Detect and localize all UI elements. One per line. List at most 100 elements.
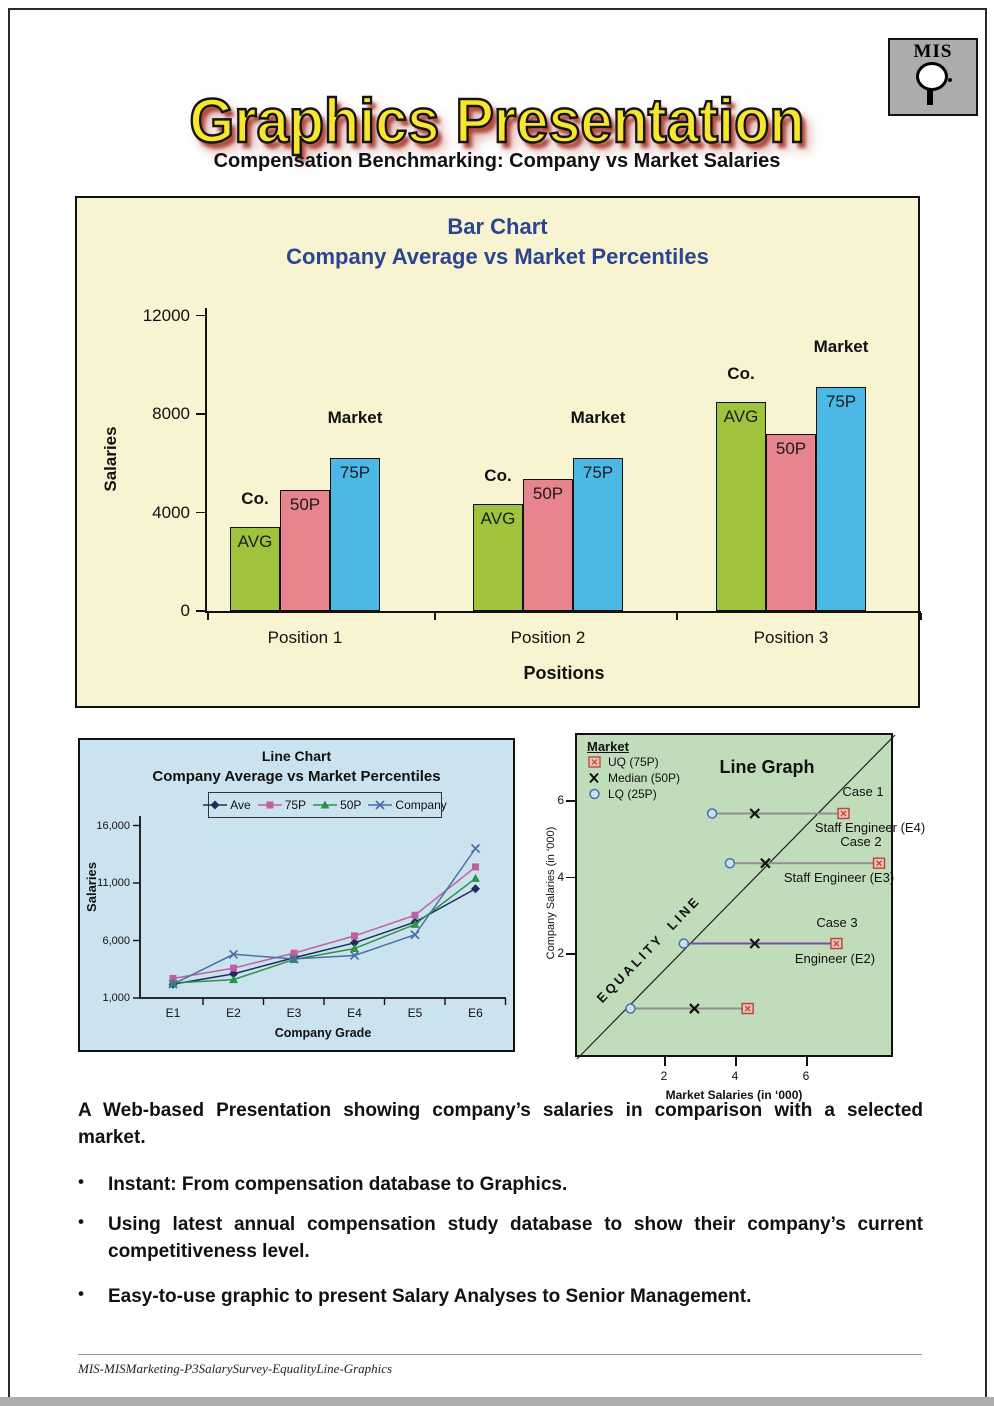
case-label: Case 3 <box>816 914 858 930</box>
bar-y-tick <box>196 511 205 514</box>
series-line-company <box>172 848 477 985</box>
legend-marker <box>257 801 282 809</box>
magnifier-handle <box>927 88 933 105</box>
case-label: Case 1 <box>842 784 884 800</box>
legend-label: Median (50P) <box>608 771 681 785</box>
diamond-marker <box>471 884 480 894</box>
x-marker <box>470 843 481 854</box>
equality-plot-area: Line Graph Market UQ (75P) Median (50P) LQ… <box>575 733 896 1060</box>
case-position-label: Engineer (E2) <box>794 950 876 966</box>
diamond-marker <box>229 969 238 979</box>
equality-line-graph: Line Graph Market UQ (75P) Median (50P) LQ… <box>540 728 994 1113</box>
footer-divider <box>78 1354 922 1355</box>
scatter-x-tick-label: 6 <box>802 1069 810 1083</box>
bar-chart-panel: Bar Chart Company Average vs Market Perc… <box>75 196 922 708</box>
bullet-glyph: • <box>78 1284 84 1303</box>
bar-group-label: Market <box>570 408 626 428</box>
legend-label: LQ (25P) <box>608 787 657 801</box>
bar-y-tick <box>196 314 205 317</box>
legend-title: Market <box>587 739 629 754</box>
bar-50p: 50P <box>280 490 330 611</box>
bar-group-label: Co. <box>484 465 512 485</box>
scatter-x-tick-label: 4 <box>731 1069 739 1083</box>
square-marker <box>472 863 479 871</box>
bar-chart-subtitle: Company Average vs Market Percentiles <box>286 244 709 269</box>
bottom-gray-strip <box>0 1397 994 1406</box>
legend-marker-circle <box>589 788 600 800</box>
line-chart-panel: Line Chart Company Average vs Market Per… <box>78 738 515 1052</box>
line-y-tick-label: 1,000 <box>102 992 130 1004</box>
line-category-label: E5 <box>407 1006 423 1020</box>
bar-value-label: 50P <box>289 495 321 515</box>
uq-x-marker <box>744 1005 751 1012</box>
legend-label: 50P <box>340 798 362 812</box>
bar-x-tick <box>434 613 436 620</box>
scatter-y-tick <box>566 953 575 955</box>
bar-category-label: Position 2 <box>510 628 586 647</box>
legend-marker <box>368 800 393 810</box>
x-marker <box>349 950 360 961</box>
scatter-y-tick <box>566 800 575 802</box>
bar-75p: 75P <box>816 386 866 611</box>
diamond-marker <box>210 800 220 810</box>
uq-x-marker <box>840 810 847 817</box>
mis-logo: MIS <box>888 38 978 116</box>
uq-x-marker <box>876 860 882 867</box>
line-graph-x-axis-label: Market Salaries (in ‘000) <box>665 1088 803 1102</box>
bar-value-label: AVG <box>723 406 759 426</box>
scatter-y-tick-label: 2 <box>557 946 564 960</box>
bullet-text: Easy-to-use graphic to present Salary An… <box>108 1286 752 1307</box>
line-category-label: E4 <box>347 1006 362 1020</box>
square-marker <box>411 911 419 919</box>
line-graph-title: Line Graph <box>719 757 815 777</box>
scatter-y-tick-label: 6 <box>557 793 564 807</box>
legend-marker <box>313 800 338 809</box>
median-x-marker <box>749 938 761 949</box>
line-chart-subtitle: Company Average vs Market Percentiles <box>152 768 441 785</box>
x-marker <box>375 800 386 810</box>
bar-75p: 75P <box>573 458 623 611</box>
bar-50p: 50P <box>766 433 816 611</box>
case-position-label: Staff Engineer (E4) <box>814 820 926 836</box>
bar-group-label: Market <box>327 408 383 428</box>
magnifier-dot <box>948 78 952 82</box>
line-chart-legend: Ave 75P 50P Company <box>203 792 447 818</box>
legend-item: LQ (25P) <box>587 786 680 802</box>
diamond-marker <box>350 938 359 948</box>
legend-label: Company <box>395 798 447 812</box>
bar-category-label: Position 3 <box>753 628 829 647</box>
bullet-item: • Instant: From compensation database to… <box>78 1172 923 1199</box>
equality-graph-svg <box>576 734 896 1060</box>
line-y-tick-label: 11,000 <box>97 877 130 889</box>
bar-50p: 50P <box>523 479 573 611</box>
case-label: Case 2 <box>840 834 882 850</box>
line-chart-axes <box>139 816 506 999</box>
legend-lq-circle <box>589 788 600 800</box>
legend-marker <box>203 800 228 810</box>
line-category-label: E1 <box>165 1006 181 1020</box>
bar-y-tick-label: 4000 <box>152 502 190 522</box>
legend-median-x <box>589 772 599 784</box>
bar-avg: AVG <box>716 401 766 611</box>
x-marker <box>410 930 420 940</box>
median-x-marker <box>749 808 761 819</box>
x-marker <box>289 954 299 964</box>
legend-label: Ave <box>230 798 251 812</box>
bar-chart-x-axis-label: Positions <box>523 663 605 683</box>
median-x-marker <box>760 857 771 869</box>
line-graph-legend: Market UQ (75P) Median (50P) LQ (25P) <box>587 739 680 802</box>
bar-avg: AVG <box>230 527 280 611</box>
series-line-50p <box>172 877 476 984</box>
legend-item-50p: 50P <box>313 798 361 812</box>
legend-marker-x <box>589 772 599 784</box>
x-marker <box>168 979 178 989</box>
lq-circle-marker <box>625 1003 636 1014</box>
legend-marker-boxed-x <box>588 756 601 768</box>
legend-item: UQ (75P) <box>587 754 680 770</box>
bar-avg: AVG <box>473 503 523 611</box>
intro-paragraph: A Web-based Presentation showing company… <box>78 1100 923 1148</box>
bar-value-label: AVG <box>237 532 273 552</box>
bar-value-label: 75P <box>339 463 371 483</box>
lq-circle-marker <box>724 857 736 869</box>
square-marker <box>351 932 358 940</box>
